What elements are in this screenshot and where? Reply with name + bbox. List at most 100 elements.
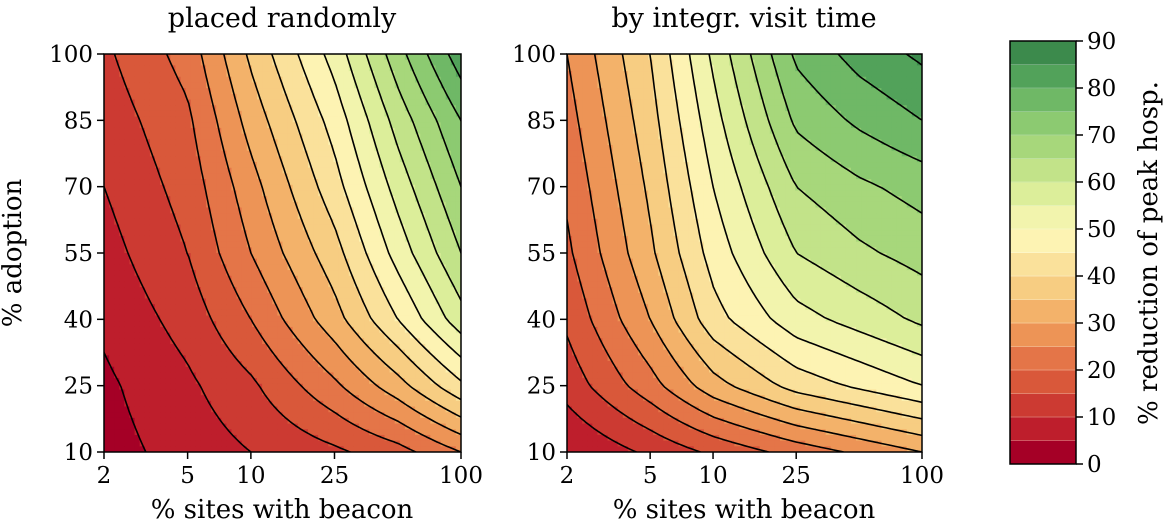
contour-cell (288, 173, 294, 179)
contour-cell (191, 219, 197, 225)
contour-cell (181, 407, 187, 413)
contour-cell (140, 316, 146, 322)
contour-cell (334, 54, 340, 60)
contour-cell (318, 60, 324, 66)
contour-cell (267, 435, 273, 441)
contour-cell (160, 372, 166, 378)
contour-cell (323, 355, 329, 361)
contour-cell (334, 327, 340, 333)
contour-cell (206, 298, 212, 304)
contour-cell (124, 350, 130, 356)
contour-cell (114, 71, 120, 77)
contour-cell (150, 276, 156, 282)
contour-cell (145, 190, 151, 196)
contour-cell (349, 441, 355, 447)
contour-cell (135, 65, 141, 71)
contour-cell (395, 355, 401, 361)
contour-cell (344, 429, 350, 435)
contour-cell (405, 213, 411, 219)
contour-cell (323, 321, 329, 327)
contour-cell (109, 88, 115, 94)
contour-cell (130, 225, 136, 231)
contour-cell (272, 327, 278, 333)
contour-cell (170, 298, 176, 304)
contour-cell (318, 395, 324, 401)
contour-cell (385, 77, 391, 83)
contour-cell (232, 156, 238, 162)
contour-cell (252, 219, 258, 225)
contour-cell (436, 270, 442, 276)
contour-cell (441, 60, 447, 66)
contour-cell (145, 276, 151, 282)
contour-cell (196, 253, 202, 259)
contour-cell (303, 94, 309, 100)
contour-cell (323, 316, 329, 322)
contour-cell (247, 401, 253, 407)
contour-cell (405, 276, 411, 282)
contour-cell (262, 298, 268, 304)
contour-cell (170, 276, 176, 282)
contour-cell (155, 429, 161, 435)
contour-cell (390, 327, 396, 333)
contour-cell (395, 225, 401, 231)
contour-cell (451, 310, 457, 316)
contour-cell (446, 310, 452, 316)
contour-cell (165, 407, 171, 413)
contour-cell (175, 395, 181, 401)
contour-cell (114, 99, 120, 105)
contour-cell (420, 298, 426, 304)
contour-cell (170, 321, 176, 327)
contour-cell (242, 350, 248, 356)
contour-cell (124, 389, 130, 395)
contour-cell (390, 173, 396, 179)
contour-cell (318, 281, 324, 287)
contour-cell (359, 321, 365, 327)
contour-cell (181, 344, 187, 350)
contour-cell (165, 259, 171, 265)
contour-cell (257, 412, 263, 418)
contour-cell (288, 219, 294, 225)
contour-cell (359, 259, 365, 265)
contour-cell (425, 424, 431, 430)
contour-cell (201, 156, 207, 162)
contour-cell (104, 316, 110, 322)
contour-cell (446, 333, 452, 339)
contour-cell (344, 435, 350, 441)
contour-cell (425, 259, 431, 265)
contour-cell (385, 196, 391, 202)
contour-cell (181, 219, 187, 225)
contour-cell (216, 213, 222, 219)
contour-cell (181, 338, 187, 344)
contour-cell (165, 264, 171, 270)
contour-cell (385, 156, 391, 162)
contour-cell (226, 304, 232, 310)
contour-cell (186, 281, 192, 287)
contour-cell (109, 384, 115, 390)
contour-cell (170, 179, 176, 185)
contour-cell (385, 401, 391, 407)
contour-cell (374, 65, 380, 71)
contour-cell (395, 156, 401, 162)
contour-cell (328, 60, 334, 66)
contour-cell (201, 338, 207, 344)
contour-cell (379, 82, 385, 88)
contour-cell (232, 145, 238, 151)
contour-cell (436, 156, 442, 162)
contour-cell (175, 361, 181, 367)
contour-cell (318, 122, 324, 128)
contour-cell (206, 281, 212, 287)
contour-cell (114, 350, 120, 356)
contour-cell (104, 276, 110, 282)
contour-cell (191, 208, 197, 214)
contour-cell (420, 310, 426, 316)
contour-cell (257, 134, 263, 140)
contour-cell (379, 310, 385, 316)
contour-cell (400, 355, 406, 361)
contour-cell (410, 213, 416, 219)
contour-cell (405, 372, 411, 378)
contour-cell (196, 190, 202, 196)
contour-cell (211, 196, 217, 202)
contour-cell (211, 82, 217, 88)
contour-cell (124, 435, 130, 441)
contour-cell (272, 424, 278, 430)
